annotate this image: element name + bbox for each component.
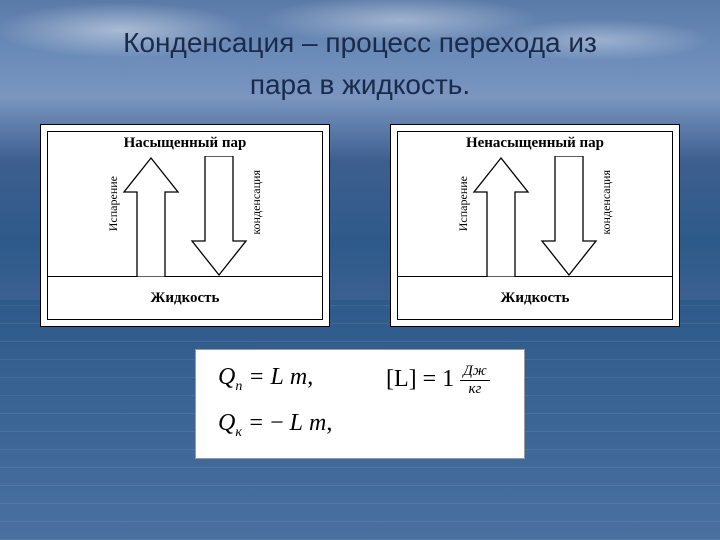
sym-q1: Q (218, 364, 235, 390)
formula-qk: Qк = − L m, (218, 410, 332, 441)
evaporation-label-left: Испарение (106, 176, 121, 231)
down-arrow-icon (538, 156, 600, 277)
comma1: , (307, 364, 313, 390)
unsaturated-arrows: Испарение конденсация (398, 156, 672, 276)
saturated-arrows: Испарение конденсация (48, 156, 322, 276)
title-line-2: пара в жидкость. (0, 64, 720, 106)
diagram-row: Насыщенный пар Испарение конденсация (0, 106, 720, 327)
unit-den: кг (460, 381, 490, 397)
condensation-arrow-right: конденсация (538, 156, 600, 277)
eq1: = (242, 364, 270, 390)
title-line-1: Конденсация – процесс перехода из (0, 22, 720, 64)
panel-saturated-inner: Насыщенный пар Испарение конденсация (47, 131, 323, 320)
panel-unsaturated: Ненасыщенный пар Испарение конденсация (390, 124, 680, 327)
condensation-arrow-left: конденсация (188, 156, 250, 277)
panel-unsaturated-upper: Ненасыщенный пар Испарение конденсация (398, 132, 672, 277)
sym-m2: m (309, 410, 326, 436)
panel-unsaturated-inner: Ненасыщенный пар Испарение конденсация (397, 131, 673, 320)
panel-unsaturated-lower: Жидкость (398, 277, 672, 319)
formula-box: Qп = L m, [L] = 1 Джкг Qк = − L m, (195, 349, 525, 459)
up-arrow-icon (470, 156, 532, 277)
evaporation-label-right: Испарение (456, 176, 471, 231)
evaporation-arrow-left: Испарение (120, 156, 182, 277)
neg: − (270, 410, 284, 436)
unsaturated-vapor-label: Ненасыщенный пар (398, 132, 672, 152)
comma2: , (326, 410, 332, 436)
unit-prefix: [L] = 1 (386, 366, 460, 392)
saturated-vapor-label: Насыщенный пар (48, 132, 322, 152)
unit-fraction: Джкг (460, 364, 490, 397)
saturated-liquid-label: Жидкость (151, 290, 220, 307)
sym-l1: L (271, 364, 284, 390)
sym-q2: Q (218, 410, 235, 436)
up-arrow-icon (120, 156, 182, 277)
panel-saturated-lower: Жидкость (48, 277, 322, 319)
unsaturated-liquid-label: Жидкость (501, 290, 570, 307)
formula-qp: Qп = L m, (218, 364, 313, 395)
down-arrow-icon (188, 156, 250, 277)
condensation-label-right: конденсация (599, 170, 614, 235)
unit-num: Дж (460, 364, 490, 381)
panel-saturated-upper: Насыщенный пар Испарение конденсация (48, 132, 322, 277)
evaporation-arrow-right: Испарение (470, 156, 532, 277)
panel-saturated: Насыщенный пар Испарение конденсация (40, 124, 330, 327)
formula-unit: [L] = 1 Джкг (386, 364, 490, 397)
slide-title: Конденсация – процесс перехода из пара в… (0, 0, 720, 106)
eq2: = (242, 410, 270, 436)
sym-l2: L (290, 410, 303, 436)
sym-m1: m (290, 364, 307, 390)
condensation-label-left: конденсация (249, 170, 264, 235)
